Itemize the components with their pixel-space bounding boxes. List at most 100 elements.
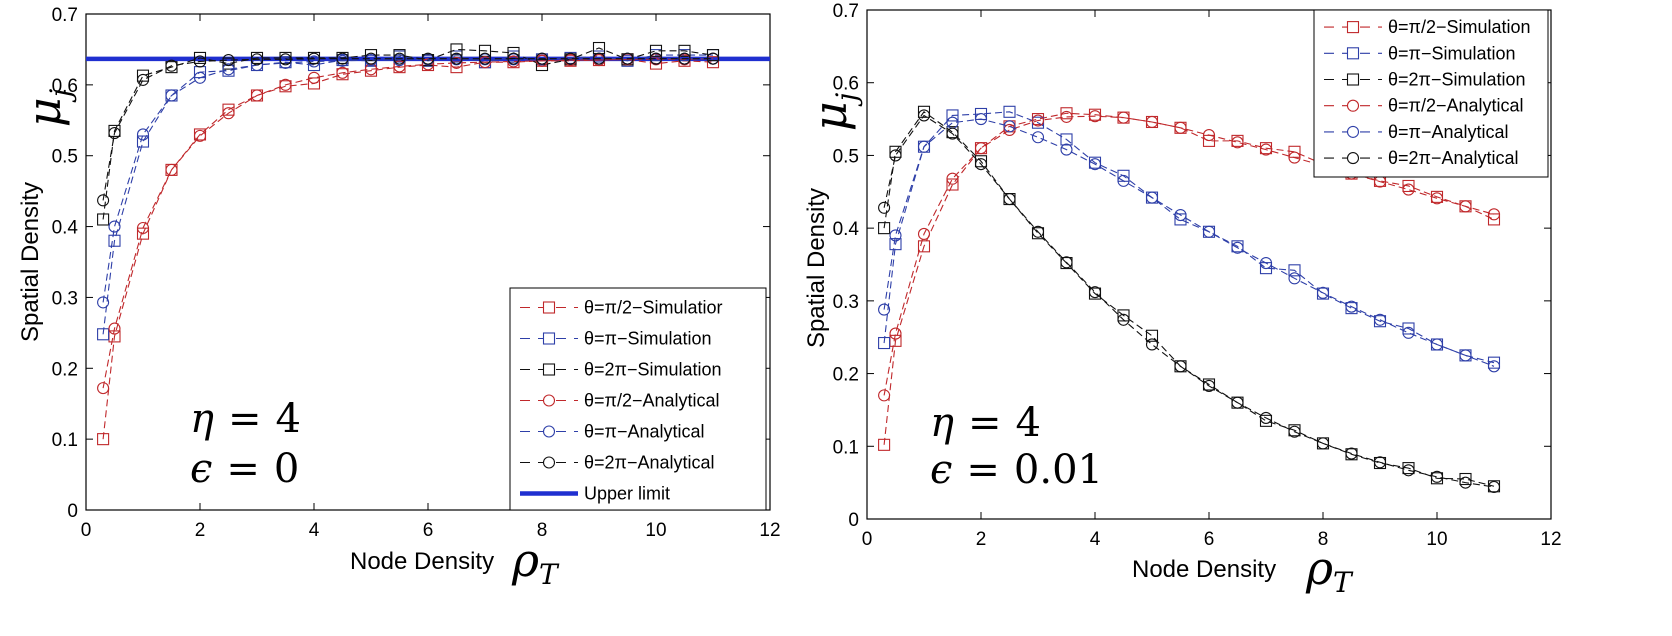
data-point-circle <box>136 73 150 86</box>
data-point-circle <box>649 52 663 65</box>
data-point-square <box>1288 264 1301 277</box>
data-point-circle <box>307 55 321 68</box>
data-point-circle <box>1031 131 1045 144</box>
legend: θ=π/2−Simulation θ=π−Simulation θ=2π−Simul… <box>1313 9 1549 178</box>
legend-label: θ=2π−Analytical <box>584 453 715 473</box>
y-tick-label: 0.2 <box>52 359 78 380</box>
data-point-circle <box>279 56 292 69</box>
data-point-circle <box>1088 286 1102 299</box>
data-point-circle <box>974 142 988 155</box>
data-point-circle <box>1231 136 1244 149</box>
data-point-circle <box>1288 272 1301 285</box>
data-point-circle <box>1345 300 1358 313</box>
data-point-square <box>706 56 720 69</box>
data-point-circle <box>1373 313 1387 326</box>
x-tick-label: 0 <box>81 520 92 541</box>
data-point-circle <box>1345 447 1358 460</box>
data-point-circle <box>478 52 492 65</box>
y-tick-label: 0.4 <box>52 218 79 239</box>
data-point-square <box>946 109 959 122</box>
data-point-circle <box>1316 437 1330 450</box>
chart-panel-2: 0 2 4 6 8 10 12 0 0.1 0.2 0.3 0.4 0.5 0.6 0.7 Spatial D… <box>803 1 1562 599</box>
series-line-1 <box>883 112 1495 445</box>
data-point-circle <box>1060 256 1073 269</box>
x-symbol-rho: ρ <box>1305 541 1333 595</box>
legend-label: θ=π/2−Analytical <box>1388 96 1524 116</box>
x-tick-label: 6 <box>1204 529 1215 550</box>
legend-marker-circle <box>1346 152 1360 165</box>
annotation-value: 0.01 <box>1014 447 1103 493</box>
x-axis-label: Node Density <box>1132 556 1276 583</box>
legend: θ=π/2−Simulatior θ=π−Simulation θ=2π−Simul… <box>509 287 767 511</box>
data-point-circle <box>1487 208 1501 221</box>
x-tick-label: 8 <box>1318 529 1329 550</box>
data-point-circle <box>1259 411 1273 424</box>
data-point-circle <box>1003 193 1016 206</box>
data-point-square <box>878 336 891 350</box>
data-point-circle <box>165 89 178 102</box>
y-tick-label: 0.6 <box>833 74 859 95</box>
data-point-circle <box>1060 143 1073 156</box>
data-point-circle <box>1145 115 1159 129</box>
data-point-circle <box>1487 480 1501 494</box>
legend-label: θ=2π−Simulation <box>1388 70 1526 90</box>
data-point-square <box>706 49 720 62</box>
annotation-operator: = <box>228 396 262 442</box>
data-point-square <box>136 69 150 82</box>
data-point-circle <box>878 303 891 316</box>
data-point-circle <box>946 172 959 185</box>
y-tick-label: 0.2 <box>833 365 859 386</box>
data-point-square <box>507 46 520 60</box>
data-point-circle <box>97 194 110 207</box>
series-line-5 <box>883 118 1495 367</box>
data-point-circle <box>974 158 988 171</box>
data-point-square <box>364 49 378 62</box>
y-tick-label: 0.4 <box>833 219 860 240</box>
y-tick-label: 0.6 <box>52 76 78 97</box>
data-point-circle <box>917 140 931 153</box>
legend-label: θ=π/2−Simulatior <box>584 298 723 318</box>
data-point-circle <box>889 149 902 162</box>
data-point-circle <box>393 52 406 65</box>
data-point-circle <box>478 56 492 69</box>
data-point-circle <box>878 201 891 214</box>
x-tick-label: 8 <box>537 520 548 541</box>
data-point-square <box>878 438 891 451</box>
x-tick-label: 6 <box>423 520 434 541</box>
data-point-circle <box>889 229 902 242</box>
data-point-circle <box>592 52 606 65</box>
data-point-circle <box>1231 396 1244 409</box>
data-point-circle <box>165 163 178 176</box>
y-axis-symbol: μj <box>803 92 863 131</box>
parameter-annotation: η = 4 <box>930 400 1041 446</box>
data-point-circle <box>1202 379 1216 392</box>
data-point-circle <box>535 52 549 65</box>
data-point-circle <box>250 89 264 102</box>
data-point-circle <box>136 221 150 235</box>
data-point-square <box>97 213 110 226</box>
legend-label: θ=π−Analytical <box>584 422 705 442</box>
y-tick-label: 0.7 <box>833 1 859 22</box>
data-point-circle <box>1373 456 1387 469</box>
data-point-circle <box>706 52 720 65</box>
data-point-circle <box>165 59 178 72</box>
data-point-circle <box>1088 110 1102 123</box>
legend-marker-square <box>542 363 556 376</box>
data-point-circle <box>1288 151 1301 164</box>
series-line-6 <box>102 58 713 201</box>
legend-box <box>1313 9 1549 178</box>
data-point-circle <box>917 227 931 241</box>
data-point-square <box>974 155 988 168</box>
data-point-circle <box>1459 349 1472 362</box>
annotation-operator: = <box>226 446 260 492</box>
legend-label: θ=π/2−Simulation <box>1388 17 1531 37</box>
data-point-circle <box>364 52 378 65</box>
y-axis-label: Spatial Density <box>803 188 830 348</box>
legend-marker-circle <box>1346 125 1360 138</box>
legend-marker-square <box>1346 21 1360 34</box>
data-point-square <box>222 103 235 116</box>
data-point-circle <box>917 109 931 122</box>
series-line-6 <box>883 114 1495 488</box>
y-tick-label: 0.5 <box>52 147 78 168</box>
data-point-square <box>97 433 110 446</box>
